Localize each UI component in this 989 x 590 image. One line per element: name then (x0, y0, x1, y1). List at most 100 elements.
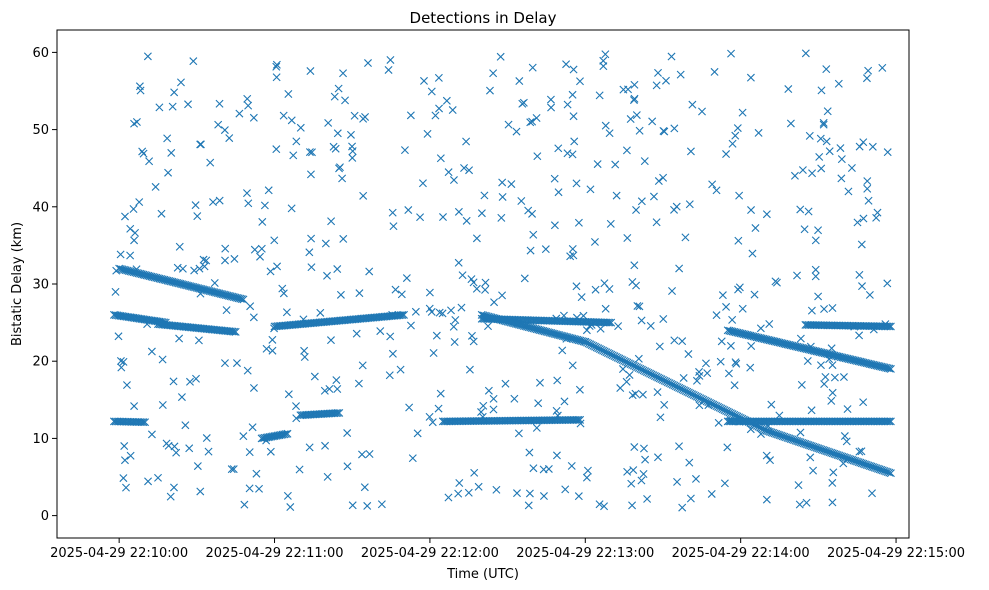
detection-marker (363, 501, 372, 510)
detection-marker (400, 310, 409, 319)
detection-marker (734, 236, 743, 245)
detection-marker (637, 197, 646, 206)
detection-marker (341, 96, 350, 105)
detection-marker (632, 111, 641, 120)
detection-marker (886, 364, 895, 373)
detection-marker (550, 221, 559, 230)
detection-marker (539, 465, 548, 474)
detection-marker (396, 365, 405, 374)
detection-marker (384, 65, 393, 74)
detection-marker (731, 131, 740, 140)
detection-marker (114, 332, 123, 341)
detection-marker (122, 381, 131, 390)
detection-marker (204, 447, 213, 456)
detection-marker (533, 152, 542, 161)
detection-marker (607, 318, 616, 327)
detection-marker (811, 265, 820, 274)
detection-marker (385, 371, 394, 380)
detection-marker (307, 148, 316, 157)
detection-marker (292, 137, 301, 146)
detection-marker (553, 376, 562, 385)
detection-marker (652, 218, 661, 227)
detection-marker (323, 472, 332, 481)
detection-marker (469, 337, 478, 346)
detection-marker (467, 331, 476, 340)
detection-marker (175, 242, 184, 251)
detection-marker (732, 359, 741, 368)
detection-marker (821, 372, 830, 381)
detection-marker (321, 441, 330, 450)
detection-marker (145, 157, 154, 166)
detection-marker (539, 492, 548, 501)
detection-marker (485, 86, 494, 95)
detection-marker (266, 267, 275, 276)
detection-marker (138, 147, 147, 156)
detection-marker (574, 492, 583, 501)
detection-marker (735, 329, 744, 337)
detection-marker (513, 489, 521, 498)
detection-marker (552, 451, 561, 460)
detection-marker (739, 330, 748, 339)
detection-marker (244, 199, 253, 208)
detection-marker (255, 484, 264, 493)
detection-marker (116, 250, 125, 259)
detection-marker (186, 377, 194, 386)
detection-marker (300, 346, 309, 355)
detection-marker (262, 344, 271, 353)
detection-marker (738, 108, 747, 117)
detection-marker (830, 373, 839, 382)
detection-marker (408, 454, 417, 463)
detection-marker (854, 357, 863, 366)
detection-marker (221, 256, 230, 265)
detection-marker (477, 209, 486, 218)
detection-marker (648, 117, 657, 126)
detection-marker (575, 385, 584, 394)
detection-marker (800, 225, 809, 234)
detection-marker (273, 262, 282, 271)
detection-marker (229, 465, 238, 474)
detection-marker (605, 318, 614, 327)
detection-marker (847, 164, 856, 172)
detection-marker (228, 327, 237, 336)
detection-marker (173, 263, 182, 272)
detection-marker (725, 326, 734, 335)
detection-marker (850, 322, 859, 331)
detection-marker (885, 322, 894, 331)
detection-marker (467, 275, 476, 284)
detection-marker (799, 344, 808, 353)
detection-marker (280, 430, 289, 439)
detection-marker (670, 124, 679, 133)
detection-marker (193, 212, 202, 221)
detection-marker (627, 479, 636, 488)
detection-marker (272, 73, 281, 82)
detection-marker (553, 411, 562, 420)
detection-marker (678, 337, 687, 346)
detection-marker (585, 322, 594, 330)
detection-marker (728, 327, 737, 336)
detection-marker (248, 423, 257, 432)
detection-marker (227, 465, 236, 474)
detection-marker (859, 398, 868, 407)
detection-marker (638, 390, 647, 399)
detection-marker (756, 430, 765, 439)
detection-marker (748, 249, 757, 258)
detection-marker (811, 236, 820, 245)
detection-marker (272, 62, 281, 71)
detection-marker (178, 264, 187, 273)
detection-marker (652, 81, 661, 90)
detection-marker (864, 196, 873, 205)
detection-marker (135, 198, 144, 207)
detection-marker (541, 245, 550, 254)
detection-marker (649, 192, 658, 201)
detection-marker (477, 408, 486, 417)
detection-marker (875, 362, 884, 371)
detection-marker (364, 59, 372, 68)
detection-marker (455, 479, 464, 487)
detection-marker (582, 473, 591, 482)
detection-marker (326, 336, 335, 345)
detection-marker (878, 63, 887, 72)
detection-marker (388, 208, 397, 217)
detection-marker (735, 191, 744, 200)
detection-marker (568, 361, 577, 370)
